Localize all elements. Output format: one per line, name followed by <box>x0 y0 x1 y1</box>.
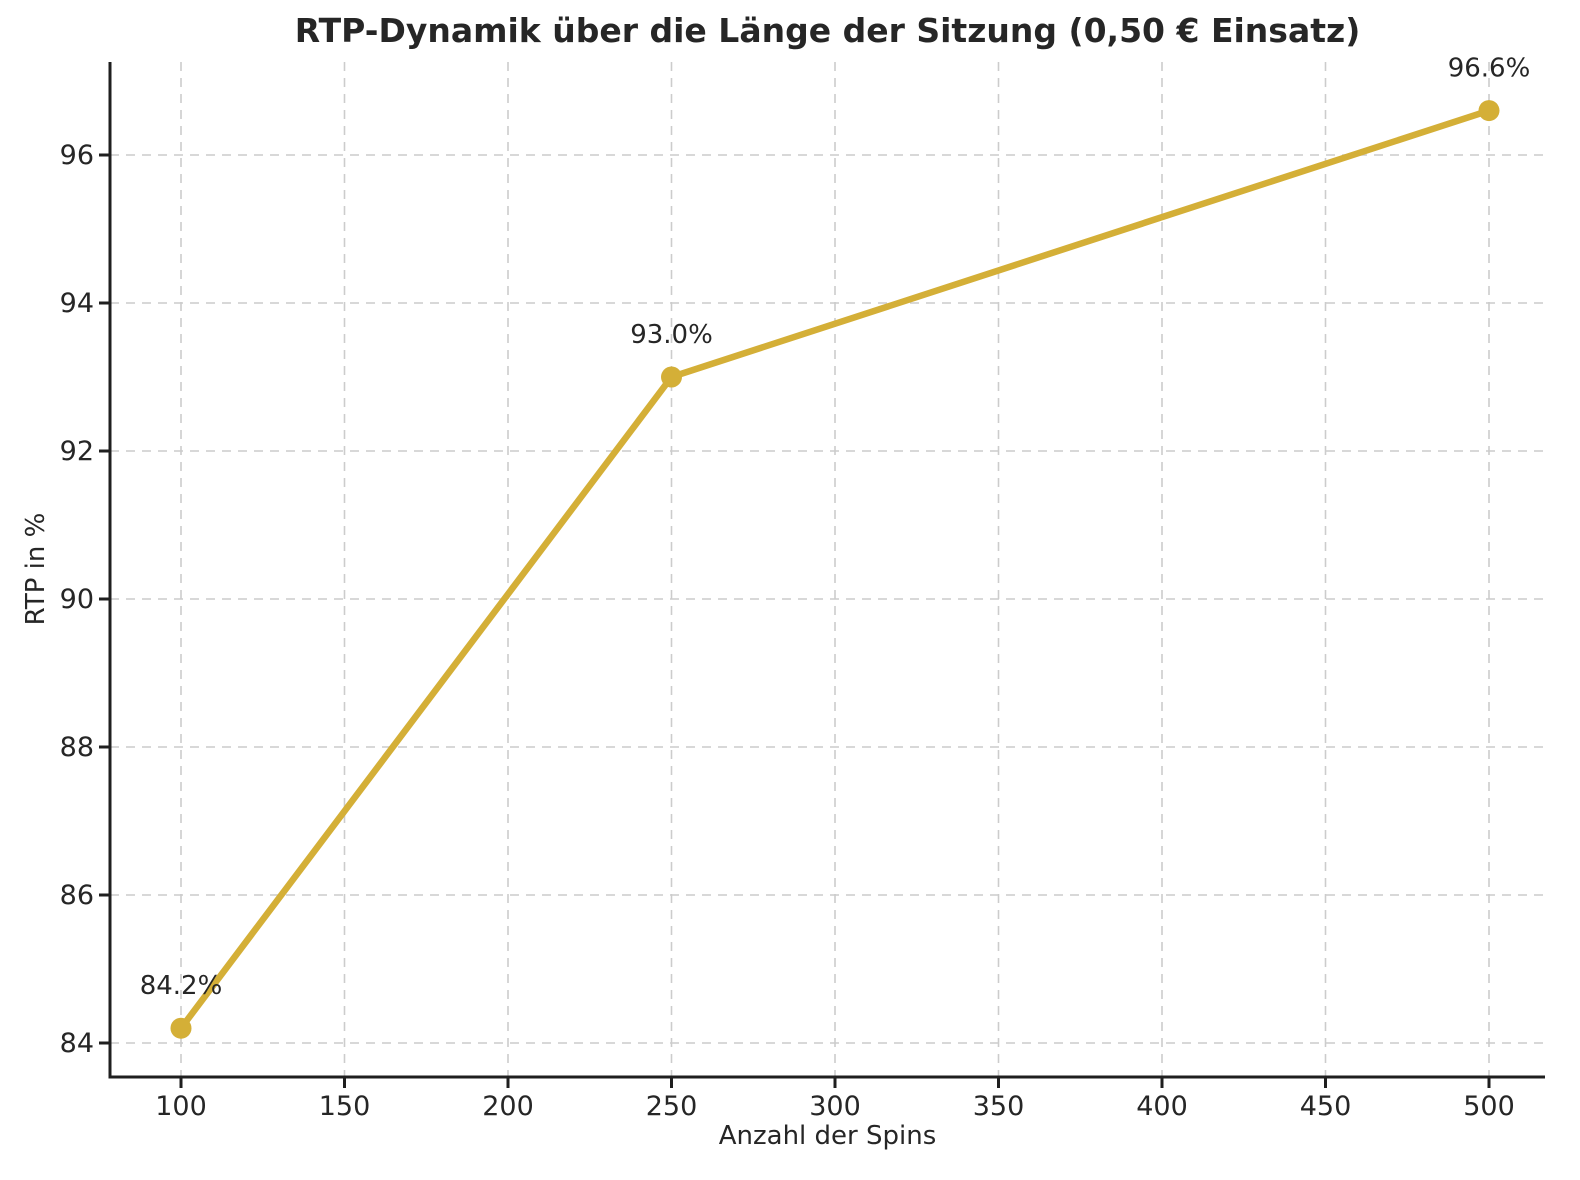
y-tick-label: 88 <box>60 732 94 763</box>
x-tick-label: 250 <box>646 1091 698 1122</box>
x-tick-label: 450 <box>1300 1091 1352 1122</box>
y-tick-label: 90 <box>60 584 94 615</box>
data-point-label: 93.0% <box>630 320 713 350</box>
x-tick-label: 350 <box>973 1091 1025 1122</box>
x-tick-label: 150 <box>319 1091 371 1122</box>
x-tick-label: 300 <box>809 1091 861 1122</box>
x-tick-label: 100 <box>155 1091 207 1122</box>
x-tick-label: 500 <box>1463 1091 1515 1122</box>
y-tick-label: 86 <box>60 880 94 911</box>
data-point-marker <box>1478 100 1500 122</box>
data-point-marker <box>661 366 682 388</box>
y-axis-label: RTP in % <box>21 512 51 626</box>
x-axis-label: Anzahl der Spins <box>718 1121 937 1151</box>
y-tick-label: 84 <box>60 1028 94 1059</box>
y-tick-label: 94 <box>60 288 94 319</box>
y-tick-label: 92 <box>60 436 94 467</box>
data-point-label: 84.2% <box>140 971 223 1001</box>
data-point-marker <box>170 1017 192 1039</box>
rtp-data-line <box>177 107 1493 1032</box>
x-tick-label: 400 <box>1136 1091 1188 1122</box>
y-tick-label: 96 <box>60 140 94 171</box>
x-tick-label: 200 <box>482 1091 534 1122</box>
data-point-label: 96.6% <box>1448 54 1531 84</box>
chart-title: RTP-Dynamik über die Länge der Sitzung (… <box>294 11 1361 50</box>
